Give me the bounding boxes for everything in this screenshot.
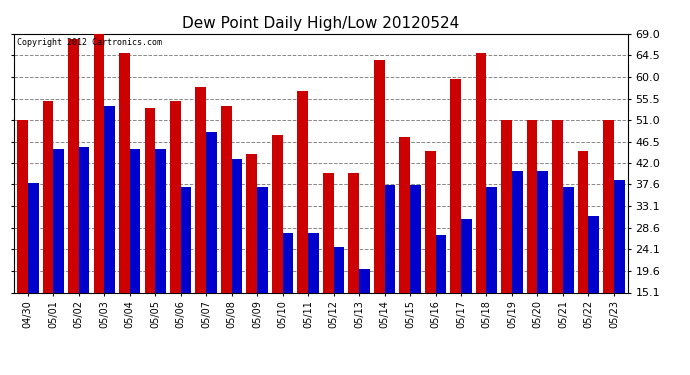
Title: Dew Point Daily High/Low 20120524: Dew Point Daily High/Low 20120524 bbox=[182, 16, 460, 31]
Bar bbox=[374, 60, 384, 365]
Bar bbox=[425, 152, 435, 365]
Bar bbox=[155, 149, 166, 365]
Bar bbox=[552, 120, 563, 365]
Bar bbox=[94, 34, 104, 365]
Bar bbox=[195, 87, 206, 365]
Bar bbox=[43, 101, 53, 365]
Bar bbox=[28, 183, 39, 365]
Bar bbox=[170, 101, 181, 365]
Bar bbox=[221, 106, 232, 365]
Bar bbox=[603, 120, 614, 365]
Bar bbox=[589, 216, 599, 365]
Bar bbox=[68, 39, 79, 365]
Bar bbox=[283, 233, 293, 365]
Bar bbox=[461, 219, 472, 365]
Bar bbox=[232, 159, 242, 365]
Bar bbox=[257, 188, 268, 365]
Bar bbox=[323, 173, 333, 365]
Bar bbox=[384, 185, 395, 365]
Bar bbox=[435, 236, 446, 365]
Bar bbox=[17, 120, 28, 365]
Bar bbox=[297, 92, 308, 365]
Bar bbox=[272, 135, 283, 365]
Bar bbox=[348, 173, 359, 365]
Bar bbox=[410, 185, 421, 365]
Bar bbox=[614, 180, 624, 365]
Bar bbox=[476, 53, 486, 365]
Bar bbox=[130, 149, 141, 365]
Bar bbox=[308, 233, 319, 365]
Bar bbox=[144, 108, 155, 365]
Bar bbox=[400, 137, 410, 365]
Bar bbox=[181, 188, 191, 365]
Bar bbox=[104, 106, 115, 365]
Bar bbox=[486, 188, 497, 365]
Bar bbox=[53, 149, 64, 365]
Bar bbox=[79, 147, 90, 365]
Bar bbox=[512, 171, 522, 365]
Bar bbox=[451, 80, 461, 365]
Bar bbox=[563, 188, 573, 365]
Bar bbox=[526, 120, 538, 365]
Bar bbox=[538, 171, 548, 365]
Bar bbox=[333, 248, 344, 365]
Bar bbox=[119, 53, 130, 365]
Text: Copyright 2012 Cartronics.com: Copyright 2012 Cartronics.com bbox=[17, 38, 162, 46]
Bar bbox=[246, 154, 257, 365]
Bar bbox=[359, 269, 370, 365]
Bar bbox=[206, 132, 217, 365]
Bar bbox=[578, 152, 589, 365]
Bar bbox=[501, 120, 512, 365]
